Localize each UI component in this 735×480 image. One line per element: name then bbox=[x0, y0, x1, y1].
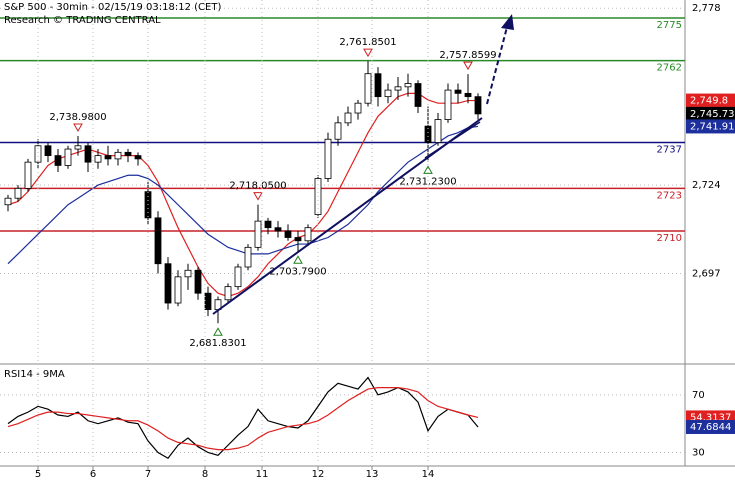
candle-body bbox=[334, 122, 342, 140]
chart-subtitle: Research © TRADING CENTRAL bbox=[4, 15, 161, 26]
x-tick-label: 5 bbox=[35, 469, 41, 480]
candle-body bbox=[384, 89, 392, 98]
y-tick-label: 2,697 bbox=[692, 269, 721, 280]
low-marker bbox=[213, 327, 223, 336]
series-line bbox=[7, 125, 479, 265]
level-label: 2723 bbox=[657, 190, 682, 201]
candle-body bbox=[234, 266, 242, 288]
candle-body bbox=[244, 246, 252, 268]
candle-body bbox=[54, 155, 62, 166]
candle-body bbox=[364, 73, 372, 104]
candle-body bbox=[34, 145, 42, 163]
candle-body bbox=[454, 89, 462, 94]
y-tick-label: 30 bbox=[692, 447, 705, 458]
x-tick-label: 13 bbox=[366, 469, 379, 480]
last-value-label: 2,741.91 bbox=[690, 121, 735, 132]
candle-body bbox=[94, 155, 102, 163]
candle-body bbox=[254, 220, 262, 248]
last-value-label: 2,749.8 bbox=[690, 96, 728, 107]
candle-body bbox=[304, 227, 312, 242]
candle-body bbox=[154, 217, 162, 265]
high-label: 2,761.8501 bbox=[339, 37, 396, 48]
candle-body bbox=[134, 155, 142, 160]
candle-body bbox=[64, 148, 72, 166]
candle-body bbox=[44, 145, 52, 157]
candle-body bbox=[4, 197, 12, 206]
low-label: 2,731.2300 bbox=[399, 176, 456, 187]
candle-body bbox=[464, 92, 472, 98]
high-marker bbox=[363, 48, 373, 58]
x-tick-label: 6 bbox=[90, 469, 96, 480]
forecast-arrow bbox=[486, 26, 508, 105]
candle-body bbox=[324, 138, 332, 179]
candle-body bbox=[414, 83, 422, 107]
candle-body bbox=[264, 220, 272, 229]
last-value-label: 54.3137 bbox=[690, 412, 731, 423]
low-marker bbox=[423, 165, 433, 174]
level-label: 2737 bbox=[657, 145, 682, 156]
x-tick-label: 8 bbox=[202, 469, 208, 480]
last-value-label: 47.6844 bbox=[690, 422, 731, 433]
y-tick-label: 2,778 bbox=[692, 3, 721, 14]
level-label: 2710 bbox=[657, 233, 682, 244]
candle-body bbox=[184, 269, 192, 278]
chart-title: S&P 500 - 30min - 02/15/19 03:18:12 (CET… bbox=[4, 2, 221, 13]
candle-body bbox=[294, 237, 302, 242]
x-tick-label: 7 bbox=[145, 469, 151, 480]
x-tick-label: 14 bbox=[422, 469, 435, 480]
last-value-box bbox=[686, 93, 735, 108]
candle-body bbox=[444, 89, 452, 120]
low-label: 2,703.7900 bbox=[269, 266, 326, 277]
candle-body bbox=[164, 263, 172, 304]
candle-body bbox=[404, 83, 412, 88]
candle-body bbox=[344, 112, 352, 124]
last-value-box bbox=[686, 119, 735, 134]
candle-body bbox=[194, 269, 202, 294]
y-tick-label: 2,724 bbox=[692, 180, 721, 191]
candle-body bbox=[274, 227, 282, 232]
x-tick-label: 11 bbox=[256, 469, 269, 480]
candle-body bbox=[104, 155, 112, 160]
level-label: 2775 bbox=[657, 20, 682, 31]
x-tick-label: 12 bbox=[312, 469, 325, 480]
high-label: 2,718.0500 bbox=[229, 181, 286, 192]
candle-body bbox=[424, 125, 432, 143]
high-marker bbox=[463, 61, 473, 71]
candle-body bbox=[24, 161, 32, 189]
high-label: 2,738.9800 bbox=[49, 112, 106, 123]
candle-body bbox=[204, 292, 212, 310]
last-value-label: 2,745.73 bbox=[690, 109, 735, 120]
candle-body bbox=[394, 86, 402, 91]
trend-line bbox=[424, 121, 481, 159]
series-line bbox=[7, 387, 479, 451]
high-marker bbox=[73, 123, 83, 133]
candle-body bbox=[114, 151, 122, 160]
candle-body bbox=[174, 276, 182, 304]
last-value-box bbox=[686, 419, 735, 434]
low-marker bbox=[293, 255, 303, 264]
low-label: 2,681.8301 bbox=[189, 338, 246, 349]
candle-body bbox=[434, 119, 442, 143]
candle-body bbox=[124, 151, 132, 157]
candle-body bbox=[374, 73, 382, 98]
y-tick-label: 70 bbox=[692, 390, 705, 401]
last-value-box bbox=[686, 106, 735, 121]
level-label: 2762 bbox=[657, 63, 682, 74]
high-marker bbox=[253, 192, 263, 201]
rsi-title: RSI14 - 9MA bbox=[4, 369, 65, 380]
candle-body bbox=[14, 187, 22, 199]
arrow-head bbox=[501, 14, 514, 30]
candle-body bbox=[354, 102, 362, 114]
candle-body bbox=[474, 96, 482, 115]
high-label: 2,757.8599 bbox=[439, 50, 496, 61]
candle-body bbox=[224, 286, 232, 301]
candle-body bbox=[74, 145, 82, 150]
candle-body bbox=[284, 230, 292, 238]
candle-body bbox=[84, 145, 92, 163]
